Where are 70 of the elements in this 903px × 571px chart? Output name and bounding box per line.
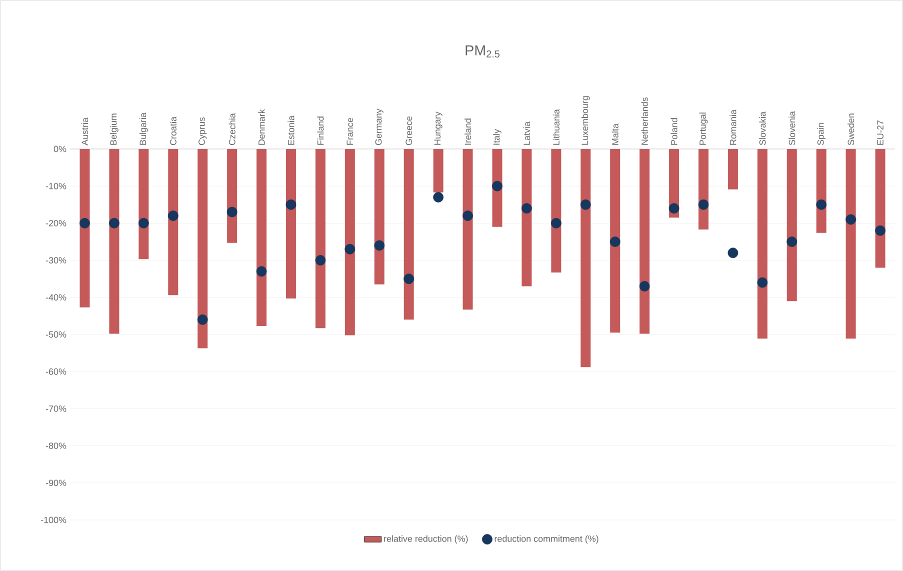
point	[256, 266, 267, 277]
point	[404, 274, 414, 284]
x-tick-label: Cyprus	[198, 117, 207, 146]
x-tick-label: Denmark	[258, 109, 265, 145]
point	[197, 314, 208, 325]
x-tick-label: Latvia	[523, 122, 530, 145]
point	[786, 236, 798, 247]
point	[639, 281, 650, 292]
point	[816, 199, 827, 210]
point	[846, 214, 856, 225]
point	[226, 206, 238, 218]
x-tick-label: Belgium	[110, 114, 118, 145]
y-tick-label: -80%	[46, 442, 66, 449]
x-tick-label: France	[346, 118, 354, 145]
x-tick-label: Italy	[493, 129, 502, 145]
y-tick-label: -40%	[46, 294, 66, 301]
point	[286, 199, 296, 210]
x-tick-label: Slovakia	[759, 112, 766, 146]
x-tick-label: Austria	[81, 118, 88, 146]
y-tick-label: -70%	[46, 406, 66, 412]
x-tick-label: Romania	[730, 110, 736, 145]
point	[109, 218, 120, 228]
point	[374, 240, 385, 251]
point	[550, 218, 562, 228]
point	[462, 210, 473, 221]
x-tick-label: EU-27	[877, 120, 884, 145]
x-tick-label: Croatia	[170, 116, 176, 146]
legend-label: relative reduction (%)	[384, 535, 468, 544]
x-tick-label: Czechia	[228, 113, 236, 146]
point	[728, 248, 738, 258]
x-tick-label: Bulgaria	[139, 112, 148, 145]
y-tick-label: -30%	[46, 257, 66, 264]
point	[80, 218, 90, 228]
point	[315, 255, 326, 266]
y-tick-label: -100%	[40, 516, 66, 524]
x-tick-label: Ireland	[464, 118, 472, 145]
point	[610, 236, 620, 247]
point	[875, 225, 886, 236]
x-tick-label: Luxembourg	[581, 96, 590, 145]
chart-title: PM$_{2.5}$	[466, 45, 500, 58]
point	[433, 192, 444, 202]
point	[698, 199, 709, 210]
point	[492, 180, 502, 192]
x-tick-label: Finland	[317, 116, 324, 145]
point	[168, 210, 178, 221]
y-tick-label: -90%	[46, 480, 66, 486]
x-tick-label: Estonia	[288, 116, 294, 145]
x-tick-label: Netherlands	[641, 97, 648, 145]
x-tick-label: Spain	[817, 123, 826, 146]
y-tick-label: 0%	[54, 146, 66, 152]
point	[580, 199, 591, 210]
point	[138, 218, 149, 228]
legend-label: reduction commitment (%)	[494, 535, 598, 544]
x-tick-label: Slovenia	[788, 111, 796, 146]
x-tick-label: Hungary	[434, 112, 442, 145]
y-tick-label: -20%	[46, 220, 66, 226]
point	[668, 203, 680, 214]
y-tick-label: -50%	[46, 331, 66, 338]
point	[522, 203, 532, 214]
x-tick-label: Poland	[670, 118, 678, 145]
y-tick-label: -60%	[46, 368, 66, 375]
x-tick-label: Greece	[406, 116, 412, 146]
point	[344, 244, 356, 254]
point	[757, 277, 768, 288]
x-tick-label: Lithuania	[552, 109, 560, 145]
x-tick-label: Malta	[612, 124, 618, 145]
x-tick-label: Germany	[375, 108, 384, 146]
x-tick-label: Portugal	[699, 112, 708, 145]
x-tick-label: Sweden	[848, 114, 854, 146]
y-tick-label: -10%	[46, 182, 66, 190]
